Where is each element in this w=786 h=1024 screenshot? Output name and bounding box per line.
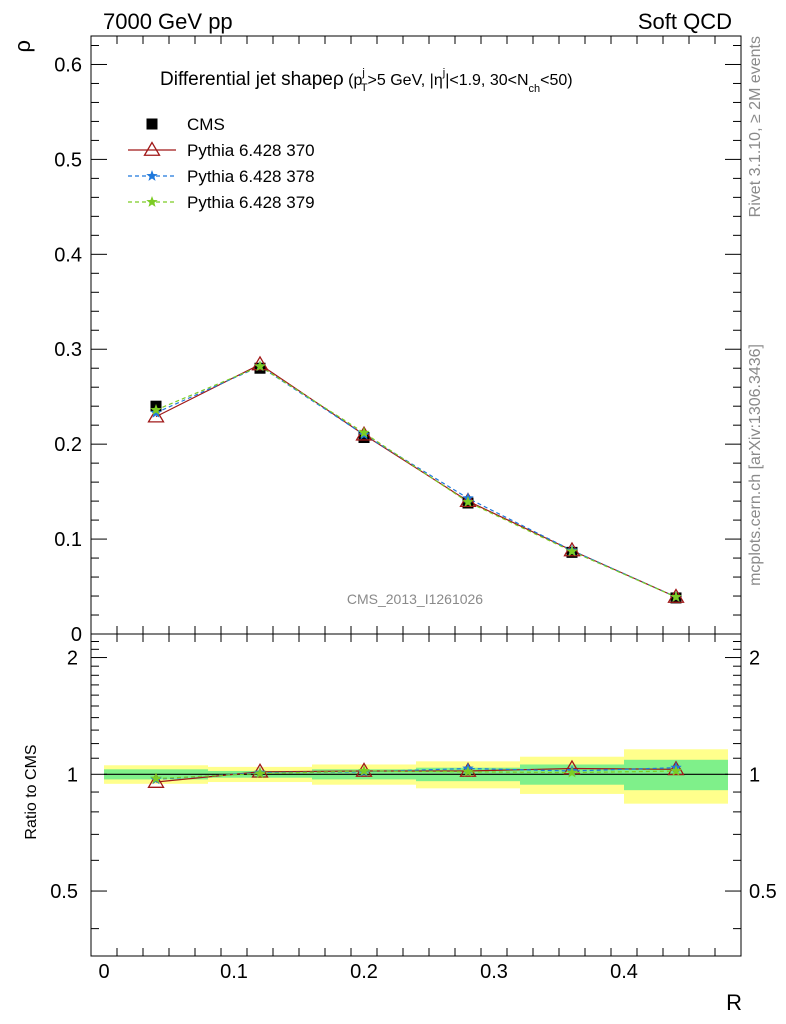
ratio-series-3 (150, 764, 682, 784)
title-sup-j1: j (361, 67, 364, 79)
data-point-3-1 (254, 360, 266, 372)
series-3 (155, 365, 677, 598)
legend-entry-3: Pythia 6.428 379 (128, 193, 315, 212)
ratio-y-tick-label-right: 2 (749, 648, 760, 670)
series-markers-3 (150, 360, 682, 602)
legend-label-2: Pythia 6.428 378 (187, 167, 315, 186)
main-plot-content (147, 355, 685, 604)
data-point-3-0 (150, 403, 162, 415)
legend-entry-0: CMS (146, 115, 225, 134)
legend: CMS Pythia 6.428 370 Pythia 6.428 378 Pythi… (128, 115, 315, 212)
legend-entry-2: Pythia 6.428 378 (128, 167, 315, 186)
y-tick-label: 0.3 (54, 339, 82, 361)
ratio-point-1-0 (147, 773, 165, 788)
x-tick-label: 0.4 (610, 961, 638, 983)
energy-label: 7000 GeV pp (103, 9, 233, 34)
ratio-line-2 (155, 767, 677, 780)
x-axis-label: R (726, 990, 742, 1015)
ratio-point-1-5 (667, 760, 685, 776)
legend-marker-2 (146, 170, 158, 181)
ratio-point-3-3 (462, 765, 474, 777)
x-tick-label: 0.1 (220, 961, 248, 983)
series-line-3 (155, 365, 677, 598)
data-point-1-0 (147, 407, 165, 423)
mcplots-label: mcplots.cern.ch [arXiv:1306.3436] (747, 344, 764, 586)
ratio-point-3-0 (150, 772, 162, 784)
title-sup-j2: j (442, 67, 445, 79)
ratio-point-3-5 (670, 764, 682, 776)
title-sub-ch: ch (529, 83, 541, 95)
chart-title: Differential jet shapeρ (pj T>5 GeV, |ηj|… (160, 67, 573, 95)
y-tick-label: 0.1 (54, 529, 82, 551)
ratio-y-tick-label-left: 2 (67, 648, 78, 670)
ratio-point-3-2 (358, 764, 370, 776)
legend-marker-0 (146, 118, 158, 130)
legend-label-0: CMS (187, 115, 225, 134)
data-point-1-1 (251, 355, 269, 371)
ratio-line-3 (155, 770, 677, 780)
series-markers-2 (150, 360, 682, 602)
data-point-3-5 (670, 590, 682, 602)
data-point-0-2 (358, 432, 370, 444)
x-tick-label: 0 (98, 961, 109, 983)
legend-entry-1: Pythia 6.428 370 (128, 141, 315, 160)
ratio-point-3-4 (566, 766, 578, 778)
title-open: (p (344, 72, 363, 89)
ratio-y-tick-label-right: 0.5 (749, 881, 777, 903)
rivet-label: Rivet 3.1.10, ≥ 2M events (747, 36, 764, 217)
data-point-3-4 (566, 545, 578, 557)
ratio-plot-content (104, 749, 728, 804)
main-axis-ticks: 0 0.1 0.2 0.3 0.4 0.5 0.6 (54, 36, 742, 646)
title-mid1: >5 GeV, |η (368, 72, 443, 89)
analysis-watermark: CMS_2013_I1261026 (347, 591, 483, 607)
legend-marker-3 (146, 196, 158, 207)
title-close: <50) (540, 72, 572, 89)
y-tick-label: 0.5 (54, 149, 82, 171)
main-plot: 0 0.1 0.2 0.3 0.4 0.5 0.6 ρ Differential jet s… (10, 35, 742, 646)
ratio-plot-frame (90, 633, 742, 957)
ratio-point-1-3 (459, 762, 477, 777)
data-point-1-3 (459, 492, 477, 508)
ratio-point-3-1 (254, 767, 266, 779)
title-main: Differential jet shape (160, 69, 333, 90)
ratio-y-tick-label-left: 1 (67, 764, 78, 786)
x-axis-tick-labels: 0 0.1 0.2 0.3 0.4 (98, 961, 637, 983)
main-y-axis-label: ρ (10, 40, 35, 53)
y-tick-label: 0.6 (54, 54, 82, 76)
ratio-point-1-1 (251, 763, 269, 778)
legend-marker-1 (143, 141, 161, 156)
x-tick-label: 0.3 (480, 961, 508, 983)
ratio-axis-ticks: 0.5 0.5 1 1 2 2 (50, 634, 777, 956)
ratio-y-tick-label-right: 1 (749, 764, 760, 786)
title-rho: ρ (333, 69, 344, 90)
y-tick-label: 0 (71, 624, 82, 646)
category-label: Soft QCD (638, 9, 732, 34)
y-tick-label: 0.4 (54, 244, 82, 266)
x-tick-label: 0.2 (350, 961, 378, 983)
series-markers-1 (147, 355, 685, 603)
series-markers-0 (150, 362, 682, 604)
title-mid2: |<1.9, 30<N (445, 72, 528, 89)
ratio-plot: 0.5 0.5 1 1 2 2 Ratio to CMS (23, 633, 777, 957)
title-sub-t: T (361, 82, 368, 94)
data-point-3-2 (358, 426, 370, 438)
legend-label-1: Pythia 6.428 370 (187, 141, 315, 160)
data-point-3-3 (462, 496, 474, 507)
ratio-y-axis-label: Ratio to CMS (23, 744, 40, 839)
legend-label-3: Pythia 6.428 379 (187, 193, 315, 212)
y-tick-label: 0.2 (54, 434, 82, 456)
ratio-y-tick-label-left: 0.5 (50, 881, 78, 903)
